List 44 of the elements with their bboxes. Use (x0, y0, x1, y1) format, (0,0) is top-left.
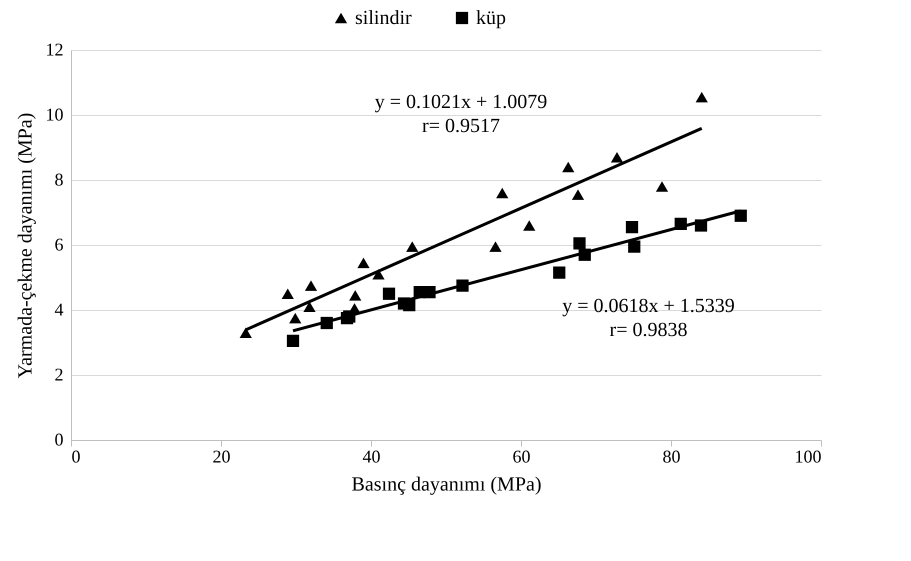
y-tick-label: 0 (54, 430, 64, 450)
point (562, 162, 574, 172)
point (240, 327, 252, 338)
point (553, 266, 566, 279)
x-tick-label: 0 (72, 446, 80, 466)
y-tick-label: 12 (46, 40, 64, 60)
point (406, 241, 418, 252)
annotation: y = 0.0618x + 1.5339 (562, 295, 735, 317)
point (696, 92, 708, 102)
point (382, 288, 396, 300)
point (626, 221, 638, 234)
point (303, 301, 316, 312)
point (734, 210, 747, 222)
point (496, 188, 508, 198)
point (286, 334, 300, 347)
y-tick-label: 2 (54, 364, 64, 384)
y-tick-label: 10 (46, 104, 64, 124)
point (572, 189, 584, 200)
legend-label: küp (476, 7, 506, 29)
point (656, 181, 668, 192)
point (349, 290, 362, 301)
annotation: r= 0.9517 (422, 115, 500, 137)
x-tick-label: 80 (662, 446, 680, 466)
x-tick-label: 40 (362, 446, 380, 466)
annotation: y = 0.1021x + 1.0079 (374, 91, 548, 113)
point (304, 280, 318, 291)
point (357, 258, 370, 268)
x-tick-label: 20 (212, 446, 230, 466)
point (573, 237, 586, 250)
y-axis-title: Yarmada-çekme dayanımı (MPa) (14, 112, 36, 378)
annotation: r= 0.9838 (610, 319, 688, 341)
point (289, 312, 302, 324)
y-tick-label: 6 (54, 234, 64, 254)
y-tick-label: 4 (54, 300, 64, 320)
point (628, 240, 640, 253)
point (282, 288, 294, 300)
point (489, 241, 502, 252)
point (610, 152, 624, 163)
x-tick-label: 100 (794, 446, 822, 466)
y-tick-label: 8 (54, 170, 64, 190)
point (523, 220, 536, 231)
x-axis-title: Basınç dayanımı (MPa) (352, 474, 542, 496)
x-tick-label: 60 (512, 446, 530, 466)
legend-label: silindir (355, 7, 412, 29)
